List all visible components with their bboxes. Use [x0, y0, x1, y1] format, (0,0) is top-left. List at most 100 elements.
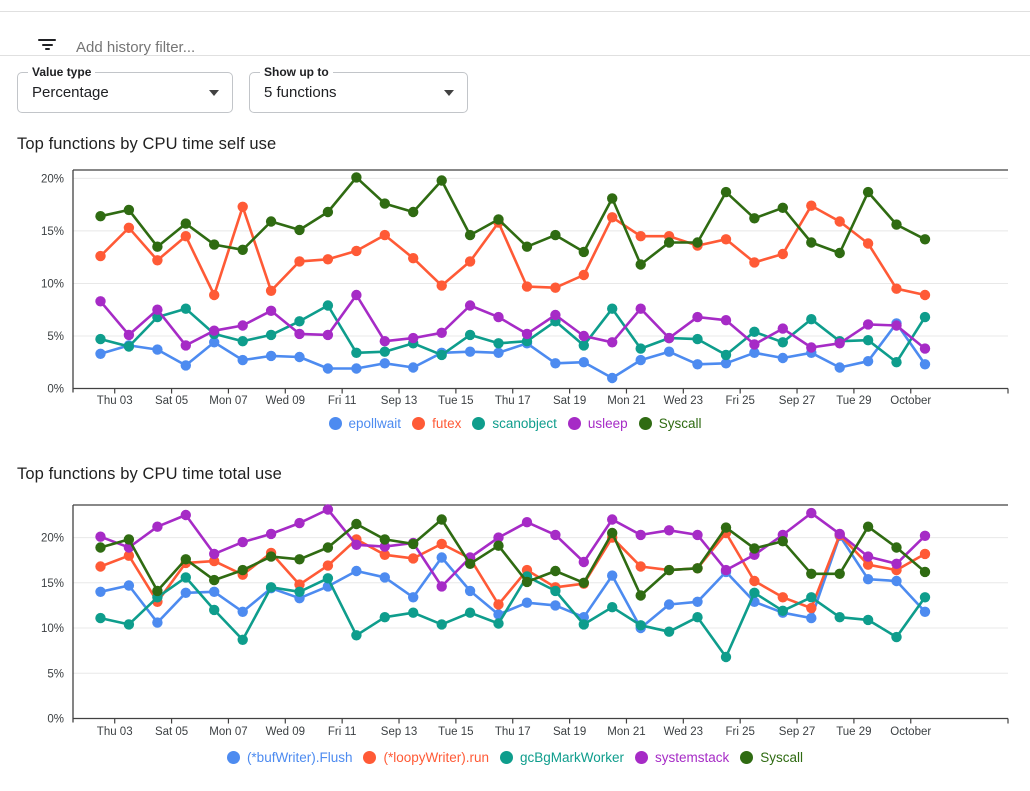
- data-point[interactable]: [919, 592, 931, 603]
- data-point[interactable]: [180, 509, 191, 521]
- data-point[interactable]: [550, 565, 561, 577]
- data-point[interactable]: [464, 329, 476, 341]
- data-point[interactable]: [891, 357, 902, 368]
- data-point[interactable]: [180, 218, 191, 229]
- data-point[interactable]: [436, 327, 447, 338]
- data-point[interactable]: [578, 577, 589, 588]
- data-point[interactable]: [919, 566, 931, 578]
- data-point[interactable]: [607, 527, 618, 539]
- data-point[interactable]: [720, 564, 732, 576]
- data-point[interactable]: [749, 347, 760, 358]
- data-point[interactable]: [464, 346, 476, 357]
- data-point[interactable]: [408, 592, 419, 603]
- data-point[interactable]: [635, 529, 646, 541]
- data-point[interactable]: [550, 600, 561, 611]
- data-point[interactable]: [806, 592, 817, 603]
- data-point[interactable]: [408, 362, 419, 373]
- data-point[interactable]: [237, 201, 248, 212]
- data-point[interactable]: [663, 564, 675, 576]
- data-point[interactable]: [550, 358, 561, 369]
- data-point[interactable]: [180, 360, 191, 371]
- data-point[interactable]: [521, 517, 533, 528]
- data-point[interactable]: [635, 303, 646, 314]
- data-point[interactable]: [521, 597, 533, 608]
- data-point[interactable]: [180, 554, 191, 565]
- data-point[interactable]: [123, 204, 135, 216]
- data-point[interactable]: [436, 175, 447, 186]
- data-point[interactable]: [834, 528, 845, 540]
- data-point[interactable]: [351, 347, 362, 358]
- data-point[interactable]: [834, 216, 845, 227]
- data-point[interactable]: [806, 568, 817, 579]
- data-point[interactable]: [834, 568, 845, 579]
- data-point[interactable]: [607, 372, 618, 384]
- data-point[interactable]: [464, 256, 476, 267]
- data-point[interactable]: [749, 326, 760, 337]
- data-point[interactable]: [806, 237, 817, 248]
- data-point[interactable]: [635, 354, 646, 366]
- data-point[interactable]: [806, 602, 817, 614]
- data-point[interactable]: [265, 329, 277, 341]
- data-point[interactable]: [749, 543, 760, 554]
- data-point[interactable]: [322, 300, 334, 311]
- data-point[interactable]: [351, 363, 362, 374]
- data-point[interactable]: [209, 337, 220, 348]
- data-point[interactable]: [635, 259, 646, 270]
- data-point[interactable]: [692, 612, 703, 623]
- data-point[interactable]: [834, 247, 845, 259]
- data-point[interactable]: [919, 234, 931, 245]
- data-point[interactable]: [408, 553, 419, 564]
- data-point[interactable]: [123, 580, 135, 591]
- data-point[interactable]: [891, 631, 902, 643]
- data-point[interactable]: [635, 620, 646, 631]
- data-point[interactable]: [436, 349, 447, 361]
- data-point[interactable]: [891, 542, 902, 553]
- data-point[interactable]: [692, 596, 703, 607]
- data-point[interactable]: [265, 528, 277, 540]
- data-point[interactable]: [123, 550, 135, 561]
- data-point[interactable]: [237, 564, 248, 576]
- data-point[interactable]: [777, 352, 788, 364]
- data-point[interactable]: [493, 214, 504, 225]
- data-point[interactable]: [692, 359, 703, 370]
- data-point[interactable]: [237, 536, 248, 548]
- data-point[interactable]: [379, 572, 390, 583]
- data-point[interactable]: [464, 300, 476, 311]
- data-point[interactable]: [493, 338, 504, 349]
- data-point[interactable]: [379, 198, 390, 209]
- data-point[interactable]: [464, 558, 476, 569]
- data-point[interactable]: [720, 522, 732, 533]
- data-point[interactable]: [123, 222, 135, 233]
- data-point[interactable]: [436, 552, 447, 563]
- data-point[interactable]: [919, 311, 931, 323]
- data-point[interactable]: [152, 585, 163, 597]
- data-point[interactable]: [180, 587, 191, 598]
- data-point[interactable]: [862, 521, 874, 532]
- data-point[interactable]: [521, 241, 533, 252]
- data-point[interactable]: [521, 576, 533, 588]
- data-point[interactable]: [237, 634, 248, 645]
- data-point[interactable]: [550, 282, 561, 293]
- data-point[interactable]: [379, 358, 390, 369]
- data-point[interactable]: [607, 570, 618, 581]
- data-point[interactable]: [322, 363, 334, 374]
- data-point[interactable]: [322, 560, 334, 571]
- data-point[interactable]: [351, 289, 362, 301]
- data-point[interactable]: [464, 229, 476, 241]
- data-point[interactable]: [95, 348, 106, 359]
- data-point[interactable]: [578, 340, 589, 351]
- data-point[interactable]: [777, 248, 788, 260]
- data-point[interactable]: [493, 532, 504, 543]
- data-point[interactable]: [152, 521, 163, 532]
- data-point[interactable]: [521, 281, 533, 292]
- data-point[interactable]: [294, 586, 305, 597]
- data-point[interactable]: [862, 551, 874, 562]
- data-point[interactable]: [663, 599, 675, 610]
- data-point[interactable]: [862, 319, 874, 330]
- data-point[interactable]: [607, 514, 618, 525]
- data-point[interactable]: [95, 612, 106, 624]
- data-point[interactable]: [237, 354, 248, 366]
- data-point[interactable]: [436, 581, 447, 592]
- data-point[interactable]: [322, 542, 334, 553]
- data-point[interactable]: [749, 587, 760, 598]
